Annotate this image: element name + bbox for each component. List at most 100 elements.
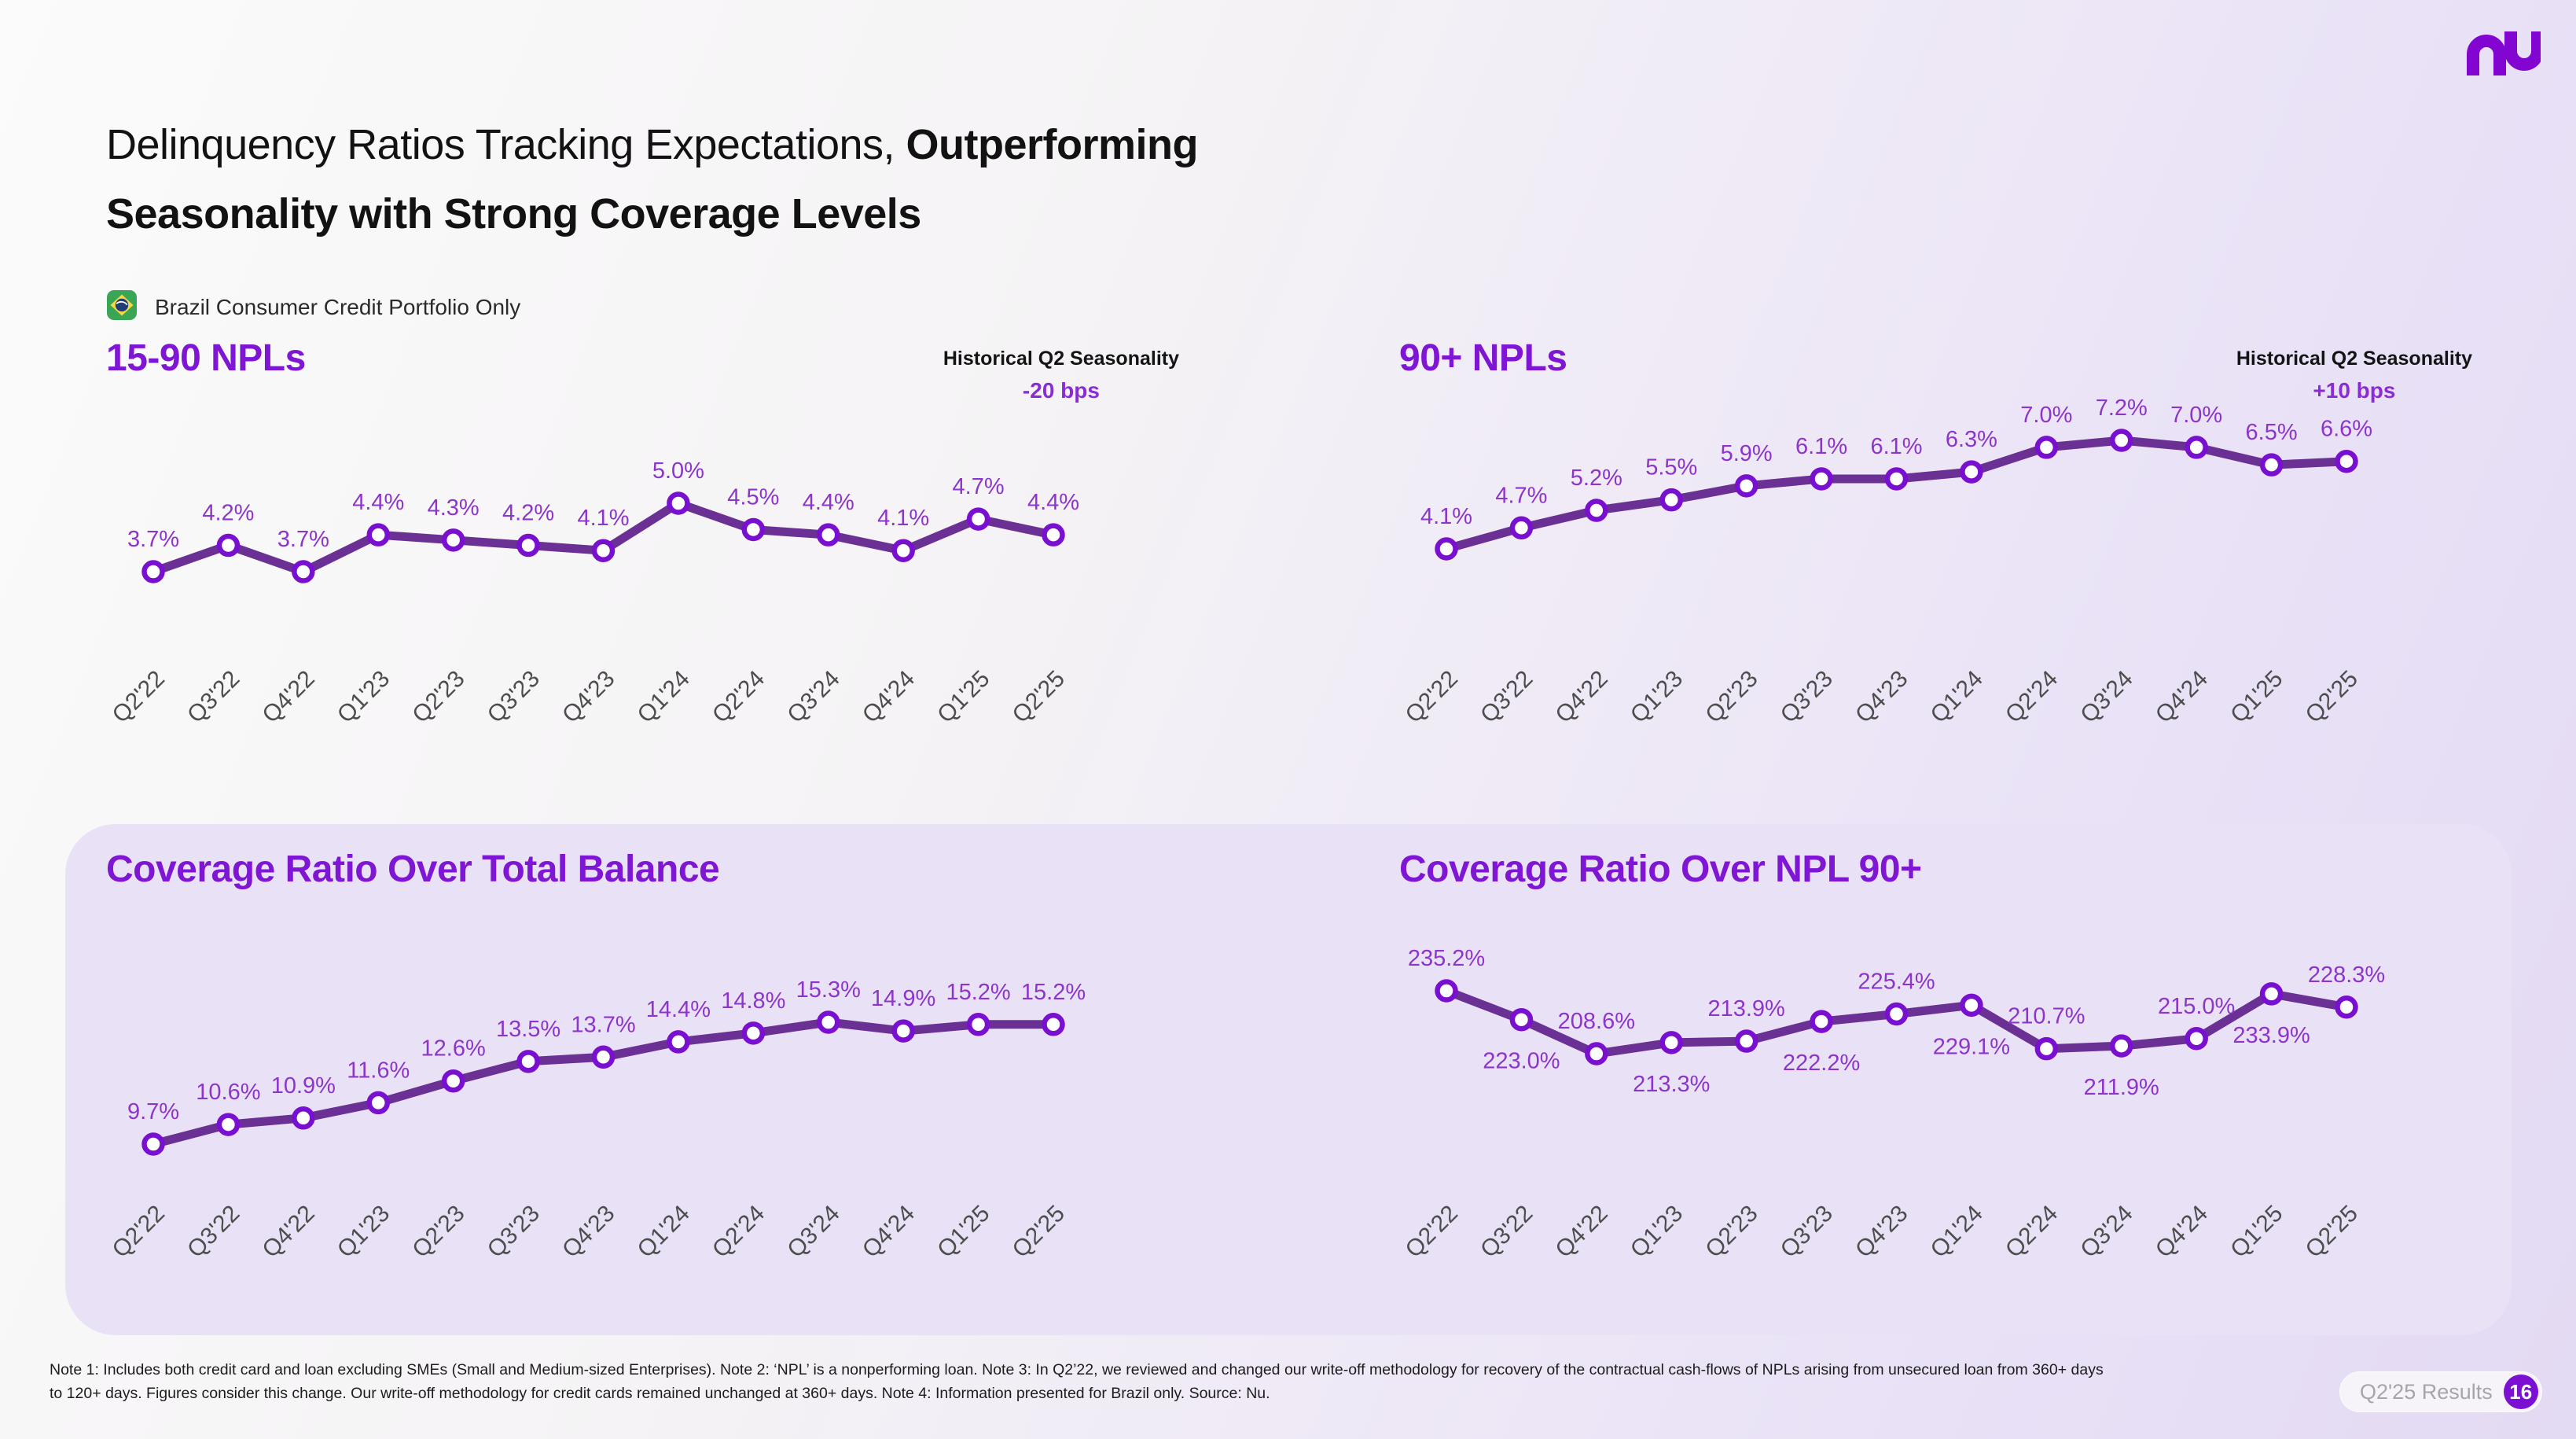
data-point-marker bbox=[1042, 1013, 1065, 1036]
data-point-label: 15.2% bbox=[1021, 980, 1086, 1005]
seasonality-value: -20 bps bbox=[1022, 378, 1100, 403]
data-point-marker bbox=[141, 1132, 165, 1156]
data-point-marker bbox=[591, 1045, 616, 1069]
brazil-flag-icon bbox=[106, 289, 138, 325]
x-tick-label: Q3'24 bbox=[782, 1201, 844, 1263]
data-point-label: 3.7% bbox=[277, 527, 329, 552]
x-tick-label: Q2'23 bbox=[1700, 666, 1762, 728]
chart-head: 15-90 NPLs Historical Q2 Seasonality -20… bbox=[106, 337, 1179, 403]
data-point-marker bbox=[741, 1021, 766, 1045]
x-tick-label: Q4'24 bbox=[858, 666, 920, 728]
results-badge: Q2'25 Results 16 bbox=[2339, 1371, 2542, 1412]
x-tick-label: Q2'24 bbox=[2001, 666, 2063, 728]
data-point-label: 215.0% bbox=[2158, 994, 2235, 1019]
seasonality-note: Historical Q2 Seasonality -20 bps bbox=[943, 337, 1179, 403]
data-point-label: 4.1% bbox=[577, 506, 629, 531]
x-tick-label: Q4'24 bbox=[2151, 1201, 2213, 1263]
data-point-label: 7.0% bbox=[2170, 403, 2222, 428]
data-point-label: 5.0% bbox=[652, 458, 704, 484]
x-tick-label: Q1'24 bbox=[1926, 666, 1988, 728]
data-point-label: 6.1% bbox=[1795, 434, 1847, 459]
x-tick-label: Q1'25 bbox=[932, 1201, 994, 1263]
data-point-marker bbox=[2335, 449, 2358, 473]
data-point-marker bbox=[667, 1030, 690, 1054]
data-point-label: 14.8% bbox=[721, 988, 785, 1014]
x-tick-label: Q2'23 bbox=[1700, 1201, 1762, 1263]
chart-block-coverage-npl-90: Coverage Ratio Over NPL 90+ 235.2% Q2'22 2… bbox=[1376, 848, 2492, 1337]
x-tick-label: Q2'24 bbox=[707, 1201, 770, 1263]
x-tick-label: Q4'22 bbox=[1550, 1201, 1612, 1263]
x-tick-label: Q1'23 bbox=[1626, 666, 1688, 728]
data-point-label: 225.4% bbox=[1858, 969, 1935, 994]
data-point-marker bbox=[1960, 993, 1983, 1018]
x-tick-label: Q3'22 bbox=[1475, 1201, 1538, 1263]
data-point-marker bbox=[2110, 429, 2133, 452]
line-chart-coverage-total-balance: 9.7% Q2'22 10.6% Q3'22 10.9% Q4'22 11.6% Q1'23 1… bbox=[108, 977, 1086, 1263]
data-point-label: 14.9% bbox=[871, 986, 935, 1011]
data-point-label: 4.7% bbox=[1495, 483, 1547, 508]
data-point-marker bbox=[1960, 460, 1983, 484]
data-point-label: 5.2% bbox=[1571, 466, 1622, 491]
x-tick-label: Q3'24 bbox=[2075, 1201, 2137, 1263]
data-point-marker bbox=[516, 533, 540, 558]
nu-logo-icon bbox=[2462, 28, 2544, 81]
data-point-label: 6.6% bbox=[2321, 417, 2372, 442]
data-point-marker bbox=[516, 1050, 540, 1073]
portfolio-scope: Brazil Consumer Credit Portfolio Only bbox=[106, 289, 520, 325]
data-point-label: 4.1% bbox=[1420, 504, 1472, 529]
data-point-label: 4.4% bbox=[803, 490, 854, 515]
data-point-marker bbox=[2335, 996, 2358, 1019]
data-point-marker bbox=[817, 523, 840, 547]
x-tick-label: Q2'24 bbox=[707, 666, 770, 728]
seasonality-label: Historical Q2 Seasonality bbox=[943, 348, 1179, 370]
x-tick-label: Q2'25 bbox=[2301, 666, 2363, 728]
line-chart-coverage-npl-90: 235.2% Q2'22 223.0% Q3'22 208.6% Q4'22 213.3% Q… bbox=[1401, 946, 2386, 1263]
x-tick-label: Q2'22 bbox=[108, 666, 170, 728]
x-tick-label: Q2'25 bbox=[1008, 666, 1070, 728]
data-point-marker bbox=[1435, 537, 1458, 561]
data-point-marker bbox=[1884, 467, 1909, 491]
data-point-label: 7.0% bbox=[2020, 403, 2072, 428]
chart-title-90-plus-npls: 90+ NPLs bbox=[1399, 337, 1567, 379]
x-tick-label: Q4'22 bbox=[257, 666, 319, 728]
data-point-marker bbox=[741, 517, 766, 542]
data-point-label: 211.9% bbox=[2084, 1075, 2159, 1100]
data-point-label: 208.6% bbox=[1558, 1009, 1635, 1034]
data-point-label: 5.5% bbox=[1645, 455, 1697, 480]
data-point-label: 235.2% bbox=[1408, 946, 1485, 971]
data-point-label: 228.3% bbox=[2308, 962, 2385, 988]
page-number-badge: 16 bbox=[2503, 1375, 2538, 1409]
line-chart-90-plus-npls: 4.1% Q2'22 4.7% Q3'22 5.2% Q4'22 5.5% Q1'23 5.9%… bbox=[1401, 396, 2372, 728]
data-point-label: 13.7% bbox=[571, 1012, 635, 1037]
data-point-label: 229.1% bbox=[1933, 1034, 2010, 1059]
x-tick-label: Q2'25 bbox=[1008, 1201, 1070, 1263]
data-point-marker bbox=[2110, 1034, 2133, 1058]
x-tick-label: Q2'24 bbox=[2001, 1201, 2063, 1263]
x-tick-label: Q4'23 bbox=[557, 666, 619, 728]
data-point-label: 13.5% bbox=[496, 1017, 560, 1042]
title-line-1: Delinquency Ratios Tracking Expectations… bbox=[106, 121, 1199, 169]
x-tick-label: Q1'24 bbox=[633, 666, 695, 728]
data-point-label: 4.2% bbox=[502, 501, 554, 526]
data-point-marker bbox=[1734, 474, 1758, 498]
data-point-marker bbox=[441, 528, 465, 552]
data-point-marker bbox=[1585, 1042, 1608, 1065]
chart-title-coverage-total-balance: Coverage Ratio Over Total Balance bbox=[106, 848, 720, 890]
data-point-marker bbox=[966, 1013, 990, 1036]
data-point-label: 222.2% bbox=[1783, 1051, 1860, 1076]
data-point-marker bbox=[1734, 1029, 1758, 1053]
page-title: Delinquency Ratios Tracking Expectations… bbox=[106, 110, 1199, 248]
data-point-label: 4.1% bbox=[877, 506, 929, 531]
data-point-label: 15.2% bbox=[946, 980, 1010, 1005]
x-tick-label: Q2'22 bbox=[108, 1201, 170, 1263]
data-point-marker bbox=[2034, 1036, 2059, 1061]
x-tick-label: Q3'24 bbox=[782, 666, 844, 728]
seasonality-note: Historical Q2 Seasonality +10 bps bbox=[2236, 337, 2472, 403]
data-point-label: 5.9% bbox=[1721, 441, 1773, 466]
x-tick-label: Q3'23 bbox=[1776, 1201, 1838, 1263]
data-point-marker bbox=[1884, 1002, 1909, 1026]
data-point-label: 3.7% bbox=[127, 527, 179, 552]
data-point-marker bbox=[141, 560, 165, 583]
data-point-label: 10.6% bbox=[196, 1080, 260, 1105]
